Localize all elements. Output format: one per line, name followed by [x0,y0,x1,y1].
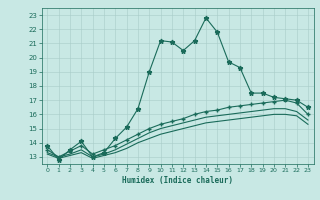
X-axis label: Humidex (Indice chaleur): Humidex (Indice chaleur) [122,176,233,185]
